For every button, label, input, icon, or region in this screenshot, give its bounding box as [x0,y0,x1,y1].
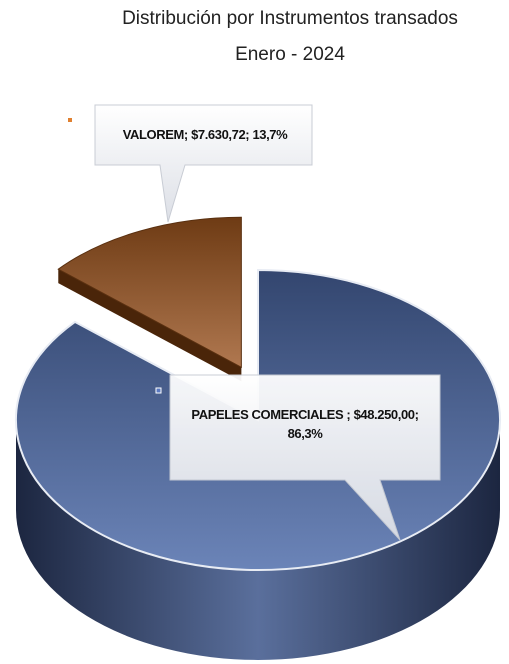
slice-edge [58,269,242,382]
callout-box [169,374,441,541]
slice [57,216,242,369]
legend-key [68,118,72,122]
chart-subtitle: Enero - 2024 [235,44,345,65]
slice-side [16,420,500,660]
callouts [68,104,441,541]
chart-title: Distribución por Instrumentos transados [122,8,458,29]
data-label: VALOREM; $7.630,72; 13,7% [122,127,288,142]
legend-key [155,387,162,394]
data-label: PAPELES COMERCIALES ; $48.250,00; 86,3% [191,407,419,441]
callout-box [94,104,313,223]
